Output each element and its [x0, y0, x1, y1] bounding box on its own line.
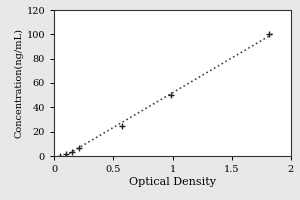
- X-axis label: Optical Density: Optical Density: [129, 177, 216, 187]
- Point: [169, 94, 173, 97]
- Point: [64, 152, 68, 156]
- Point: [120, 124, 125, 127]
- Y-axis label: Concentration(ng/mL): Concentration(ng/mL): [14, 28, 24, 138]
- Point: [77, 147, 82, 150]
- Point: [70, 151, 74, 154]
- Point: [266, 33, 271, 36]
- Point: [57, 154, 62, 158]
